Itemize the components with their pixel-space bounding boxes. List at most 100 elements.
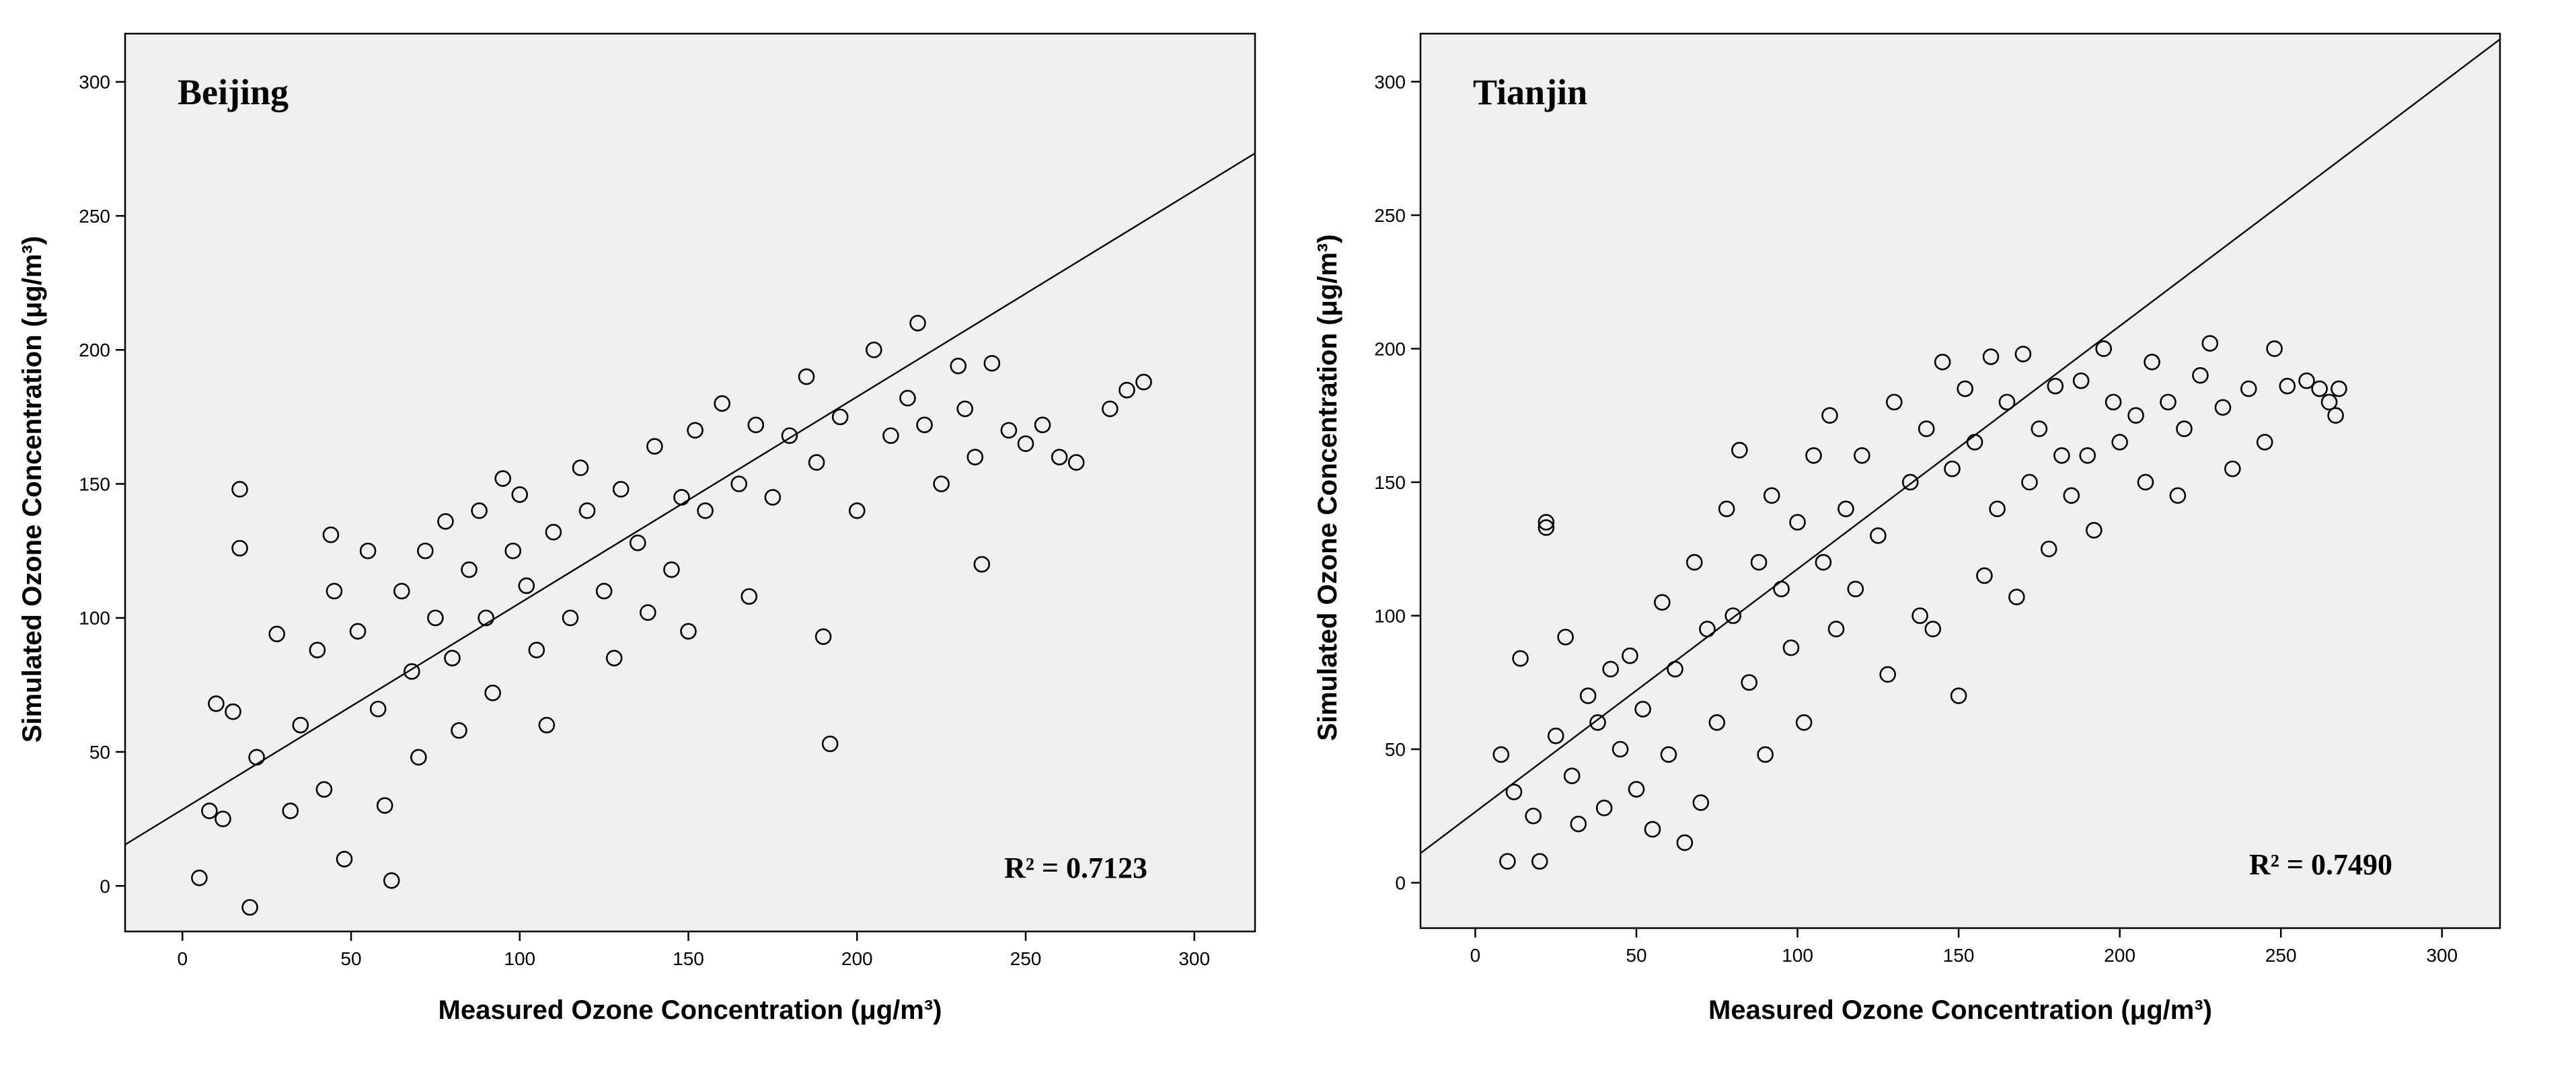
y-tick-label: 100 xyxy=(1374,605,1406,626)
scatter-point xyxy=(376,797,393,814)
scatter-point xyxy=(916,416,933,434)
x-tick-label: 50 xyxy=(340,948,361,969)
scatter-point xyxy=(2047,377,2064,395)
scatter-point xyxy=(663,561,680,578)
scatter-point xyxy=(1589,714,1606,731)
scatter-point xyxy=(1685,554,1703,571)
y-tick-label: 150 xyxy=(79,473,110,494)
scatter-point xyxy=(673,489,690,506)
scatter-point xyxy=(1499,853,1516,870)
scatter-point xyxy=(1957,380,1973,397)
scatter-point xyxy=(336,851,353,868)
scatter-point xyxy=(1918,420,1935,437)
scatter-point xyxy=(444,650,461,666)
scatter-point xyxy=(215,810,231,827)
scatter-point xyxy=(1017,435,1034,453)
y-tick-label: 100 xyxy=(79,608,110,629)
y-axis-ticks: 0 50 100 150 200 250 300 xyxy=(1374,71,1420,894)
y-tick-label: 250 xyxy=(1374,205,1406,226)
scatter-point xyxy=(747,416,765,434)
scatter-point xyxy=(1612,740,1629,758)
scatter-point xyxy=(1000,422,1018,439)
y-axis-ticks: 0 50 100 150 200 250 300 xyxy=(79,72,125,897)
scatter-point xyxy=(909,315,926,332)
scatter-point xyxy=(268,625,285,642)
scatter-point xyxy=(1034,416,1051,434)
scatter-point xyxy=(403,663,420,680)
y-tick-label: 300 xyxy=(79,72,110,93)
scatter-point xyxy=(2105,393,2122,411)
scatter-point xyxy=(504,542,522,560)
scatter-point xyxy=(309,642,326,658)
scatter-point xyxy=(640,604,656,621)
scatter-point xyxy=(764,489,782,506)
scatter-point xyxy=(518,577,535,595)
scatter-point xyxy=(1924,621,1942,638)
scatter-point xyxy=(1750,554,1768,571)
plot-area xyxy=(124,32,1256,933)
x-tick-label: 0 xyxy=(1470,945,1481,966)
scatter-point xyxy=(1525,807,1542,825)
scatter-point xyxy=(2224,460,2241,478)
scatter-point xyxy=(2192,367,2209,384)
scatter-point xyxy=(282,802,299,819)
scatter-point xyxy=(1531,853,1548,870)
scatter-point xyxy=(1838,500,1854,517)
r-squared-label: R² = 0.7123 xyxy=(1004,851,1147,884)
scatter-point xyxy=(1847,580,1864,598)
scatter-point xyxy=(1795,714,1813,731)
scatter-point xyxy=(383,872,400,889)
scatter-point xyxy=(241,899,258,916)
scatter-point xyxy=(359,542,377,560)
scatter-point xyxy=(1741,674,1757,691)
scatter-point xyxy=(1782,639,1800,656)
x-tick-label: 0 xyxy=(177,948,188,969)
scatter-point xyxy=(1692,794,1710,811)
scatter-point xyxy=(1538,514,1555,531)
scatter-point xyxy=(1989,500,2006,517)
scatter-point xyxy=(2311,380,2328,397)
scatter-point xyxy=(393,582,410,600)
scatter-point xyxy=(1492,746,1510,763)
scatter-point xyxy=(2111,434,2128,451)
scatter-points xyxy=(191,315,1152,916)
scatter-point xyxy=(1119,381,1135,399)
scatter-point xyxy=(1827,621,1845,638)
scatter-point xyxy=(369,700,387,718)
scatter-point xyxy=(545,523,562,541)
scatter-point xyxy=(2072,372,2090,389)
scatter-point xyxy=(1570,815,1587,833)
scatter-point xyxy=(1699,621,1716,638)
scatter-point xyxy=(595,582,613,600)
scatter-point xyxy=(1512,650,1529,667)
scatter-point xyxy=(1602,660,1619,678)
regression-line xyxy=(1420,38,2501,854)
scatter-point xyxy=(1676,834,1694,851)
scatter-point xyxy=(2331,380,2347,397)
scatter-point xyxy=(427,609,444,627)
x-axis-ticks: 0 50 100 150 200 250 300 xyxy=(177,931,1210,969)
scatter-point xyxy=(528,642,545,658)
scatter-point xyxy=(437,512,454,530)
scatter-point xyxy=(231,481,248,498)
scatter-point xyxy=(410,749,427,766)
scatter-point xyxy=(1911,607,1928,624)
scatter-point xyxy=(1879,666,1897,683)
scatter-point xyxy=(1901,473,1919,491)
scatter-point xyxy=(1870,527,1887,544)
scatter-point xyxy=(815,628,832,645)
y-tick-label: 200 xyxy=(1374,338,1406,359)
scatter-point xyxy=(950,357,967,375)
scatter-point xyxy=(730,475,748,492)
scatter-point xyxy=(1644,821,1661,838)
scatter-point xyxy=(967,449,984,465)
scatter-point xyxy=(605,650,623,666)
scatter-point xyxy=(1966,434,1983,451)
y-tick-label: 0 xyxy=(100,876,110,897)
scatter-point xyxy=(484,685,501,701)
r-squared-label: R² = 0.7490 xyxy=(2249,848,2392,881)
scatter-point xyxy=(2137,473,2154,491)
scatter-point xyxy=(1725,607,1742,624)
scatter-point xyxy=(1667,660,1683,678)
